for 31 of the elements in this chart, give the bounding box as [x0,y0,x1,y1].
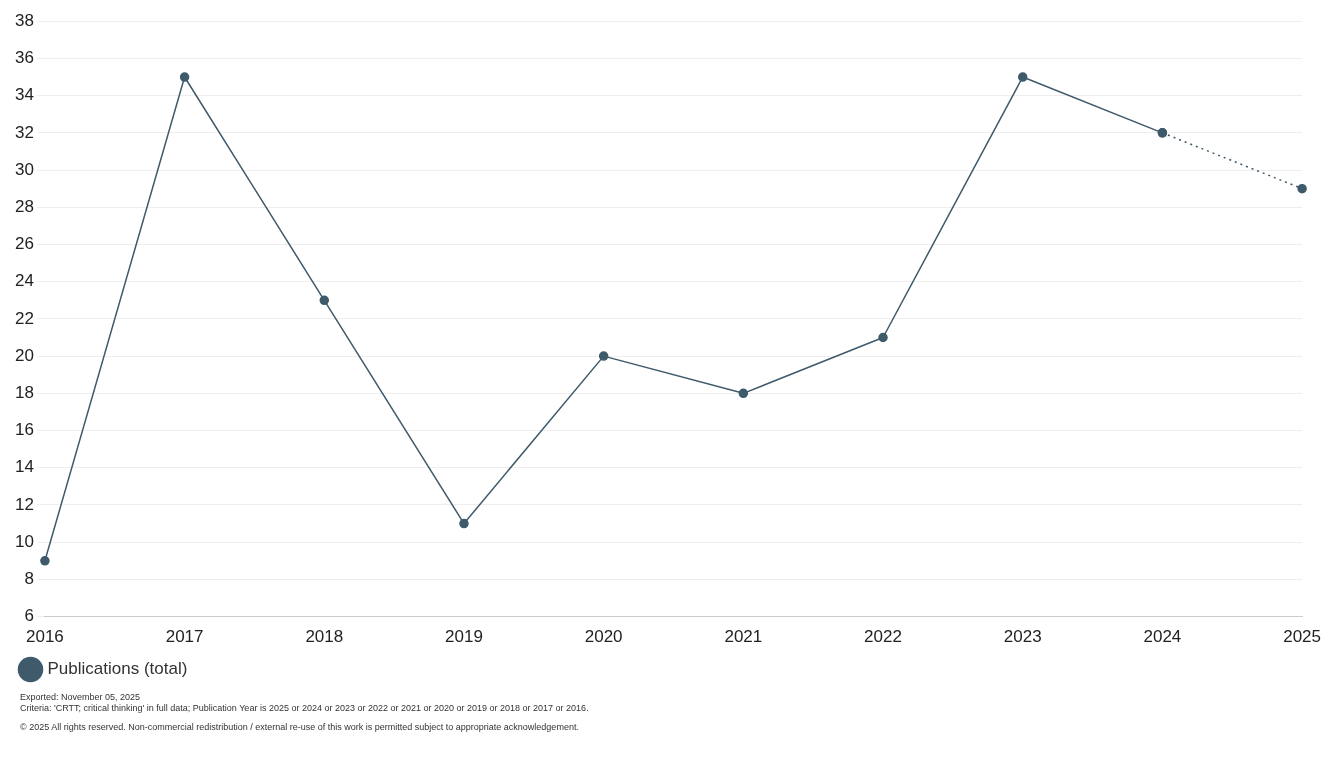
y-tick-label: 38 [14,10,34,30]
x-tick-label: 2024 [1143,627,1182,647]
y-tick-label: 26 [14,234,34,254]
y-tick-label: 14 [14,457,34,477]
x-tick-label: 2020 [584,627,623,647]
y-tick-label: 18 [14,383,34,403]
x-tick-label: 2022 [864,627,902,647]
x-tick-label: 2016 [26,627,64,647]
text: Exported: November 05, 2025 [20,692,142,703]
y-tick-label: 8 [24,569,34,589]
y-tick-label: 16 [14,420,34,440]
y-tick-label: 12 [14,494,34,514]
y-tick-label: 24 [14,271,34,291]
x-tick-label: 2019 [445,627,483,647]
y-tick-label: 34 [14,85,34,105]
y-tick-label: 20 [14,345,34,365]
x-tick-label: 2018 [305,627,344,647]
y-tick-label: 32 [14,122,34,142]
y-tick-label: 22 [14,308,34,328]
y-tick-label: 30 [14,159,34,179]
x-tick-label: 2025 [1283,627,1321,647]
y-tick-label: 6 [24,606,34,626]
x-tick-label: 2017 [165,627,204,647]
y-tick-label: 10 [14,531,34,551]
y-tick-label: 28 [14,196,34,216]
x-tick-label: 2021 [724,627,763,647]
text: © 2025 All rights reserved. Non-commercial redistribution / external re-use of this work is permitted subject to appropriate acknowledgement. [20,722,580,733]
x-tick-label: 2023 [1003,627,1042,647]
y-tick-label: 36 [14,48,34,68]
text: Criteria: 'CRTT; critical thinking' in full data; Publication Year is 2025 or 2024 or 2023 or 2022 or 2021 or 2020 or 2019 or 2018 or 2017 or 2016. [20,703,590,714]
legend-label: Publications (total) [47,659,188,679]
